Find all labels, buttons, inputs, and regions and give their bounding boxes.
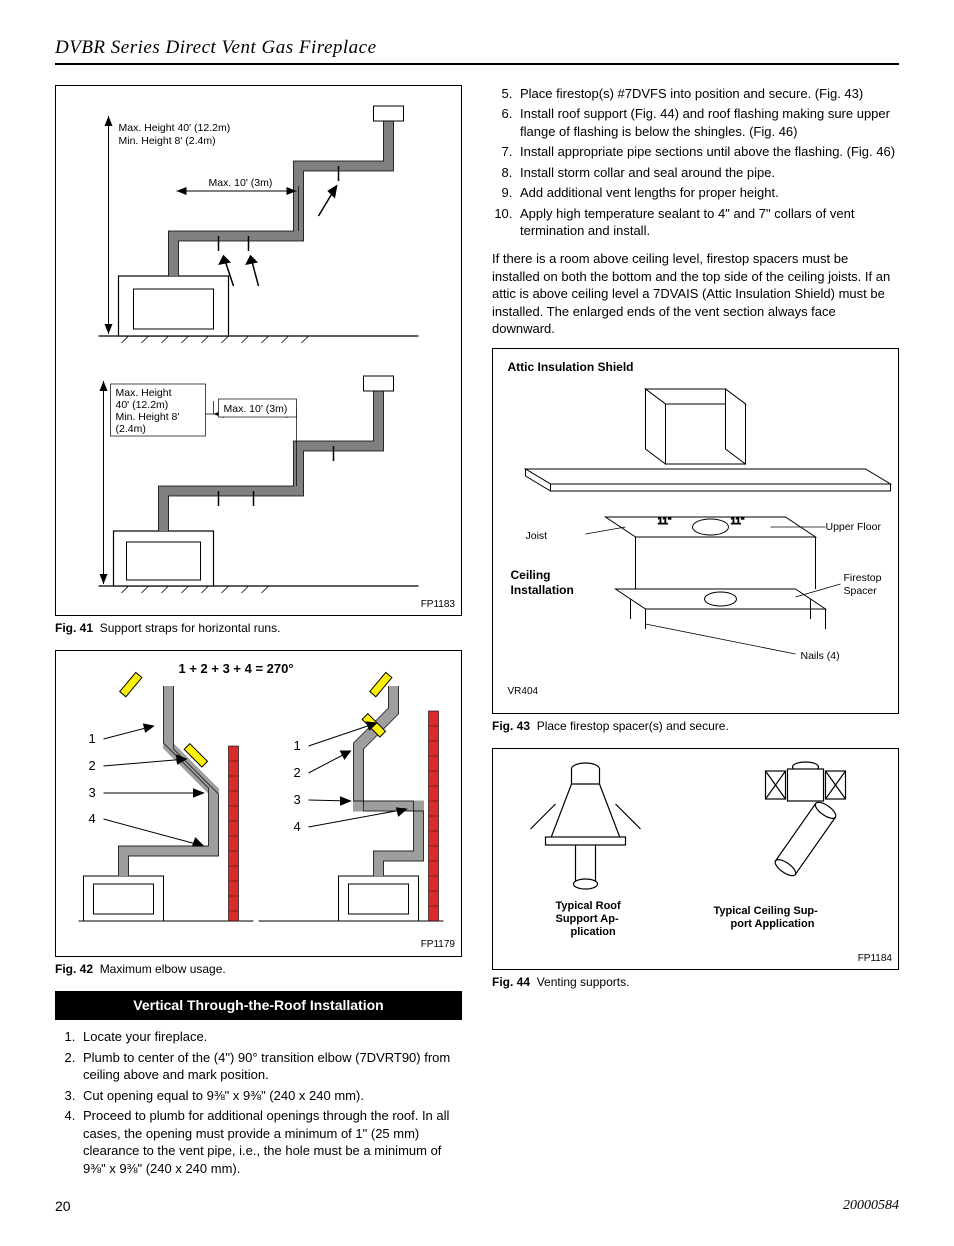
fig41-code: FP1183	[421, 598, 455, 612]
fig41-svg: Max. Height 40' (12.2m) Min. Height 8' (…	[56, 86, 461, 611]
fig41-cap-bold: Fig. 41	[55, 621, 93, 635]
fig42-svg: 1 + 2 + 3 + 4 = 270°	[56, 651, 461, 951]
step-1: Locate your fireplace.	[79, 1028, 462, 1046]
f41-top-maxh: Max. Height 40' (12.2m)	[119, 122, 231, 134]
page-header: DVBR Series Direct Vent Gas Fireplace	[55, 35, 899, 65]
step-5: Place firestop(s) #7DVFS into position a…	[516, 85, 899, 103]
fig44-cap-text: Venting supports.	[537, 975, 630, 989]
fig41-cap-text: Support straps for horizontal runs.	[100, 621, 281, 635]
fig43-cap-text: Place firestop spacer(s) and secure.	[537, 719, 729, 733]
svg-text:2: 2	[294, 765, 301, 780]
right-steps-list: Place firestop(s) #7DVFS into position a…	[492, 85, 899, 240]
step-4: Proceed to plumb for additional openings…	[79, 1107, 462, 1177]
fig42-code: FP1179	[421, 938, 455, 952]
fig42-cap-text: Maximum elbow usage.	[100, 962, 226, 976]
svg-text:Typical Roof: Typical Roof	[556, 900, 622, 912]
right-column: Place firestop(s) #7DVFS into position a…	[492, 85, 899, 1188]
svg-text:plication: plication	[571, 926, 617, 938]
f42-title: 1 + 2 + 3 + 4 = 270°	[179, 661, 294, 676]
step-10: Apply high temperature sealant to 4" and…	[516, 205, 899, 240]
right-paragraph: If there is a room above ceiling level, …	[492, 250, 899, 338]
svg-text:Typical Ceiling Sup-: Typical Ceiling Sup-	[714, 905, 819, 917]
section-heading: Vertical Through-the-Roof Installation	[55, 991, 462, 1020]
fig42-caption: Fig. 42 Maximum elbow usage.	[55, 961, 462, 977]
f41-bot-maxh2: 40' (12.2m)	[116, 399, 169, 411]
doc-number: 20000584	[843, 1197, 899, 1216]
fig44-code: FP1184	[858, 952, 892, 966]
figure-44: Typical Roof Support Ap- plication Typic…	[492, 748, 899, 970]
f41-bot-minh1: Min. Height 8'	[116, 411, 180, 423]
svg-text:port Application: port Application	[731, 918, 815, 930]
f41-top-maxw: Max. 10' (3m)	[209, 177, 273, 189]
f43-joist: Joist	[526, 530, 548, 542]
fig43-caption: Fig. 43 Place firestop spacer(s) and sec…	[492, 718, 899, 734]
figure-43: Attic Insulation Shield	[492, 348, 899, 715]
fig44-cap-bold: Fig. 44	[492, 975, 530, 989]
svg-text:3: 3	[89, 785, 96, 800]
figure-41: Max. Height 40' (12.2m) Min. Height 8' (…	[55, 85, 462, 617]
svg-text:Support Ap-: Support Ap-	[556, 913, 619, 925]
f43-ceil1: Ceiling	[511, 568, 551, 582]
step-3: Cut opening equal to 9⅜" x 9⅜" (240 x 24…	[79, 1087, 462, 1105]
fig41-caption: Fig. 41 Support straps for horizontal ru…	[55, 620, 462, 636]
step-8: Install storm collar and seal around the…	[516, 164, 899, 182]
step-6: Install roof support (Fig. 44) and roof …	[516, 105, 899, 140]
two-column-layout: Max. Height 40' (12.2m) Min. Height 8' (…	[55, 85, 899, 1188]
fig43-cap-bold: Fig. 43	[492, 719, 530, 733]
f43-fs1: Firestop	[844, 572, 882, 584]
svg-text:3: 3	[294, 792, 301, 807]
f43-title: Attic Insulation Shield	[508, 360, 634, 374]
fig42-cap-bold: Fig. 42	[55, 962, 93, 976]
page-number: 20	[55, 1197, 71, 1216]
svg-text:2: 2	[89, 758, 96, 773]
svg-text:4: 4	[294, 819, 301, 834]
svg-text:11": 11"	[731, 516, 745, 527]
f41-top-minh: Min. Height 8' (2.4m)	[119, 135, 216, 147]
svg-text:1: 1	[294, 738, 301, 753]
page-footer: 20 20000584	[55, 1197, 899, 1216]
step-7: Install appropriate pipe sections until …	[516, 143, 899, 161]
f43-code: VR404	[508, 686, 539, 697]
svg-text:1: 1	[89, 731, 96, 746]
figure-42: 1 + 2 + 3 + 4 = 270°	[55, 650, 462, 957]
f43-nails: Nails (4)	[801, 650, 840, 662]
f43-ceil2: Installation	[511, 583, 574, 597]
step-9: Add additional vent lengths for proper h…	[516, 184, 899, 202]
svg-text:4: 4	[89, 811, 96, 826]
fig44-svg: Typical Roof Support Ap- plication Typic…	[493, 749, 898, 964]
f41-bot-maxw: Max. 10' (3m)	[224, 403, 288, 415]
f41-bot-minh2: (2.4m)	[116, 423, 146, 435]
left-column: Max. Height 40' (12.2m) Min. Height 8' (…	[55, 85, 462, 1188]
fig44-caption: Fig. 44 Venting supports.	[492, 974, 899, 990]
left-steps-list: Locate your fireplace. Plumb to center o…	[55, 1028, 462, 1177]
f43-upper: Upper Floor	[826, 521, 882, 533]
svg-text:11": 11"	[658, 516, 672, 527]
f41-bot-maxh1: Max. Height	[116, 387, 172, 399]
step-2: Plumb to center of the (4") 90° transiti…	[79, 1049, 462, 1084]
fig43-svg: Attic Insulation Shield	[493, 349, 898, 709]
f43-fs2: Spacer	[844, 585, 878, 597]
header-title: DVBR Series Direct Vent Gas Fireplace	[55, 35, 387, 61]
